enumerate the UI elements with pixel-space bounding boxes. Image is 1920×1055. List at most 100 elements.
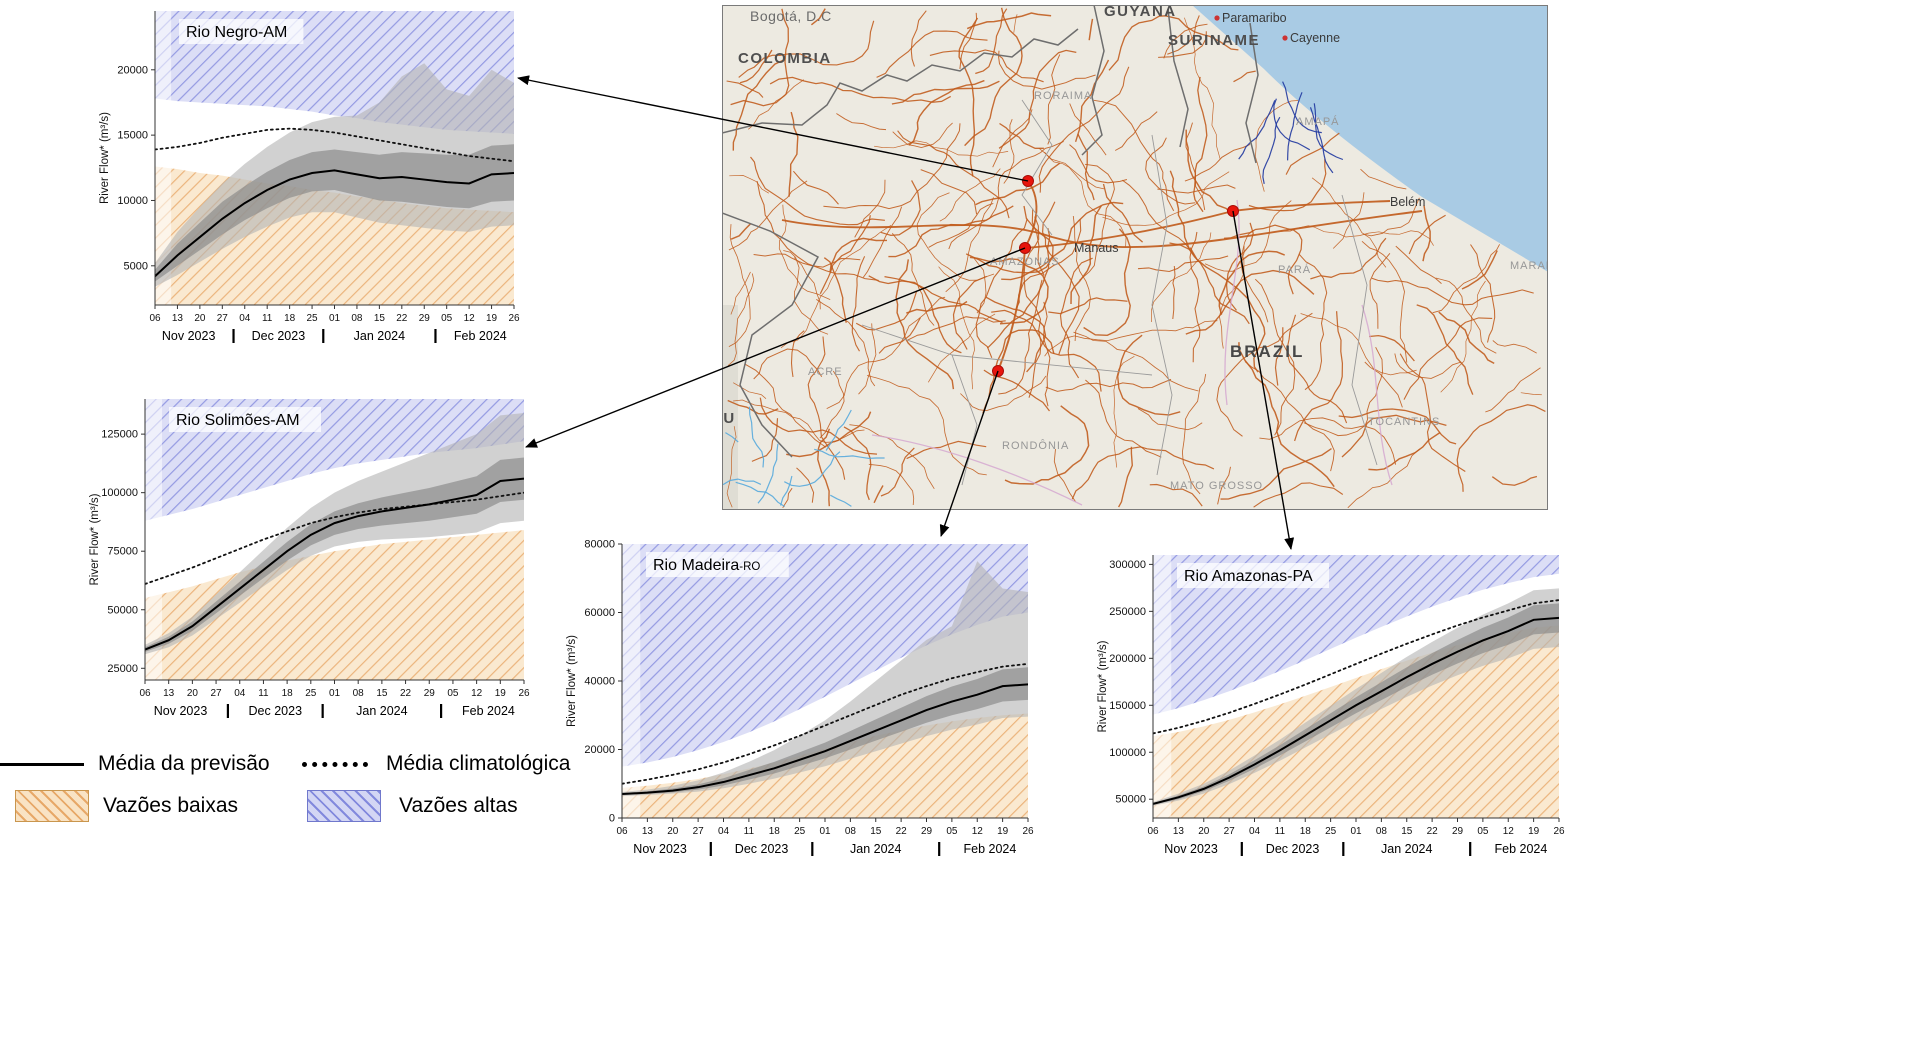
svg-text:12: 12 [972,826,984,837]
legend-row-lines: Média da previsão Média climatológica [0,752,680,776]
svg-text:18: 18 [282,688,294,699]
svg-text:08: 08 [353,688,365,699]
svg-text:04: 04 [1249,826,1261,837]
forecast-mean-line-sample [0,762,84,766]
svg-text:15: 15 [1401,826,1413,837]
climatology-line-sample [302,761,368,767]
svg-text:19: 19 [495,688,507,699]
map-label: MATO GROSSO [1170,480,1263,492]
chart-rio-madeira: 0 20000 40000 60000 80000 06 13 20 27 04 11 18 25 01 0… [562,538,1034,864]
svg-text:200000: 200000 [1109,653,1146,665]
svg-text:150000: 150000 [1109,700,1146,712]
climatology-mean-line [1153,599,1559,735]
forecast-mean-line [622,683,1028,796]
svg-text:13: 13 [642,826,654,837]
high-flows-region [1153,555,1559,715]
svg-text:08: 08 [351,313,363,324]
ensemble-band-inner [1153,603,1559,805]
map-label: TOCANTINS [1368,416,1440,428]
svg-text:50000: 50000 [107,604,138,616]
map-label: RONDÔNIA [1002,439,1069,452]
svg-text:19: 19 [486,313,498,324]
svg-text:27: 27 [1224,826,1236,837]
low-flows-label: Vazões baixas [103,794,239,817]
chart-title: Rio Negro-AM [186,24,287,41]
svg-text:12: 12 [464,313,476,324]
svg-text:80000: 80000 [584,539,615,551]
svg-text:22: 22 [400,688,412,699]
svg-text:26: 26 [508,313,520,324]
svg-text:05: 05 [1477,826,1489,837]
svg-text:22: 22 [896,826,908,837]
svg-text:Nov 2023: Nov 2023 [162,329,216,343]
high-flows-region [622,544,1028,767]
svg-text:29: 29 [419,313,431,324]
station-marker [992,365,1004,377]
svg-text:01: 01 [819,826,831,837]
city-label: Paramaribo [1222,11,1287,25]
svg-text:04: 04 [234,688,246,699]
svg-text:Feb 2024: Feb 2024 [462,704,515,718]
legend-row-swatches: Vazões baixas Vazões altas [0,790,680,822]
city-dot [1282,35,1288,41]
svg-text:15: 15 [376,688,388,699]
svg-text:22: 22 [396,313,408,324]
svg-text:13: 13 [172,313,184,324]
map-label: AMAZONAS [990,256,1060,268]
map-label: PERU [722,410,736,427]
y-axis-label: River Flow* (m³/s) [89,493,101,585]
svg-text:11: 11 [258,688,269,699]
map-label: GUYANA [1104,5,1177,20]
map-label: AMAPÁ [1296,115,1340,128]
svg-text:27: 27 [211,688,223,699]
svg-text:Feb 2024: Feb 2024 [964,842,1017,856]
chart-svg: 50000 100000 150000 200000 250000 300000 06 13 2… [1097,555,1565,856]
svg-text:Dec 2023: Dec 2023 [735,842,789,856]
svg-text:19: 19 [997,826,1009,837]
svg-text:20: 20 [667,826,679,837]
map-label: Bogotá, D.C [750,8,832,24]
svg-text:25000: 25000 [107,663,138,675]
ensemble-band-inner [145,457,524,652]
svg-text:Dec 2023: Dec 2023 [249,704,303,718]
chart-svg: 0 20000 40000 60000 80000 06 13 20 27 04 11 18 25 01 0… [566,539,1034,856]
svg-text:13: 13 [1173,826,1185,837]
svg-text:Nov 2023: Nov 2023 [154,704,208,718]
svg-text:29: 29 [1452,826,1464,837]
svg-text:22: 22 [1427,826,1439,837]
svg-text:Dec 2023: Dec 2023 [1266,842,1320,856]
svg-text:250000: 250000 [1109,606,1146,618]
svg-text:Dec 2023: Dec 2023 [252,329,306,343]
svg-text:15: 15 [870,826,882,837]
svg-text:Feb 2024: Feb 2024 [1495,842,1548,856]
svg-text:01: 01 [329,688,341,699]
chart-svg: 5000 10000 15000 20000 06 13 20 27 04 11 18 25 01 08 1… [99,11,520,343]
svg-text:25: 25 [307,313,319,324]
city-label: Cayenne [1290,31,1340,45]
ensemble-band-inner [622,667,1028,796]
svg-text:25: 25 [794,826,806,837]
svg-text:06: 06 [149,313,161,324]
climatology-mean-line [622,662,1028,785]
svg-text:26: 26 [1022,826,1034,837]
svg-text:06: 06 [139,688,151,699]
svg-text:05: 05 [441,313,453,324]
svg-text:26: 26 [518,688,530,699]
svg-text:01: 01 [1350,826,1362,837]
svg-text:75000: 75000 [107,546,138,558]
svg-text:29: 29 [921,826,933,837]
svg-text:40000: 40000 [584,676,615,688]
map-label: MARANHÃO [1510,259,1548,272]
svg-text:Nov 2023: Nov 2023 [633,842,687,856]
basin-map: Bogotá, D.C COLOMBIA GUYANA SURINAME BRAZIL P… [722,5,1548,510]
svg-text:27: 27 [693,826,705,837]
chart-title: Rio Solimões-AM [176,412,300,429]
svg-text:05: 05 [447,688,459,699]
high-flows-swatch [307,790,381,822]
svg-text:18: 18 [284,313,296,324]
svg-text:08: 08 [1376,826,1388,837]
svg-text:15: 15 [374,313,386,324]
chart-rio-amazonas: 50000 100000 150000 200000 250000 300000 06 13 2… [1093,549,1565,864]
chart-title: Rio Madeira-RO [653,557,760,574]
svg-text:08: 08 [845,826,857,837]
